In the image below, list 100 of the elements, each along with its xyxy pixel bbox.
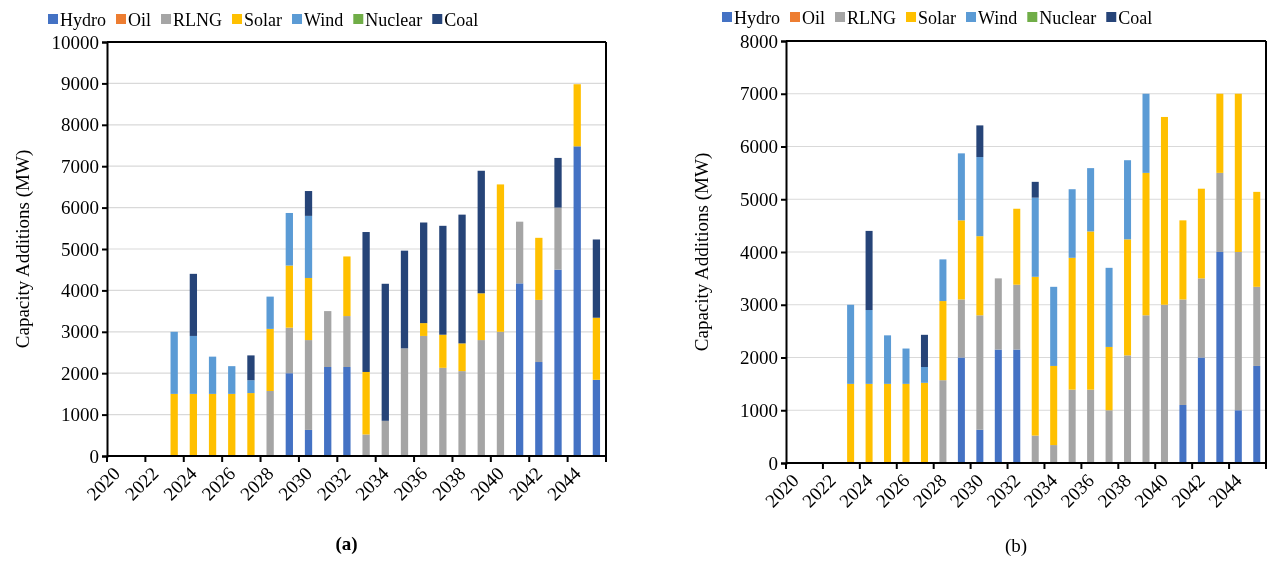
bar [994,278,1002,350]
bar [1031,276,1039,436]
bar [1179,220,1187,300]
y-tick-label: 0 [89,445,99,467]
legend-label: Nuclear [1039,8,1097,29]
bar [976,429,984,463]
bar [266,296,274,329]
bar [1050,445,1058,463]
legend-label: RLNG [847,8,897,29]
y-tick-label: 2000 [61,362,99,384]
bar [362,232,370,372]
bar [1142,172,1150,316]
bar [976,125,984,158]
y-tick-label: 7000 [740,83,778,105]
y-tick-label: 3000 [740,294,778,316]
bar [592,317,601,380]
bar [1142,315,1150,463]
bar [1013,208,1021,285]
y-axis-title: Capacity Additions (MW) [12,149,34,349]
y-tick-label: 6000 [61,197,99,219]
bar [515,221,524,284]
legend-label: RLNG [173,10,223,31]
bar [208,356,217,394]
bar [1179,299,1187,405]
bar [381,283,389,421]
bar [920,367,928,383]
bar [170,331,178,394]
bar [1234,93,1242,252]
bar [1050,365,1058,446]
bar [957,357,965,463]
bar [189,393,198,456]
bar [247,393,255,456]
bar [1216,93,1224,173]
legend-label: Oil [802,8,826,29]
bar [1216,252,1224,463]
bar [458,214,466,344]
bar [1105,346,1113,411]
bar [1087,168,1095,232]
bar [1253,286,1261,366]
bar [343,316,351,367]
y-tick-label: 8000 [61,114,99,136]
bar [458,343,466,372]
bar [420,323,428,336]
bar [285,212,293,266]
bar [1253,365,1261,463]
bar [939,259,947,302]
y-axis-title: Capacity Additions (MW) [691,152,713,352]
bar [362,434,370,456]
bar [1234,410,1242,463]
y-tick-label: 4000 [61,279,99,301]
bar [439,367,447,456]
bar [884,383,892,463]
legend-label: Hydro [734,8,780,29]
bar [1234,252,1242,411]
text: (a) [335,533,358,555]
bar [1124,160,1132,240]
bar [847,383,855,463]
bar [554,207,562,270]
bar [266,328,274,391]
bar [247,355,255,381]
bar [865,383,873,463]
y-tick-label: 5000 [740,188,778,210]
bar [1068,189,1076,258]
legend-label: Wind [978,8,1018,29]
bar [285,327,293,374]
bar [343,256,351,317]
bar [189,335,198,394]
bar [1050,286,1058,366]
y-tick-label: 3000 [61,321,99,343]
bar [535,299,543,363]
bar [1197,357,1205,463]
legend-label: Coal [1118,8,1153,29]
bar [957,153,965,221]
bar [1031,435,1039,463]
bar [939,301,947,381]
text: (b) [1004,535,1028,557]
legend-label: Coal [444,10,479,31]
bar [1142,93,1150,173]
bar [170,393,178,456]
bar [920,334,928,367]
bar [304,215,313,278]
bar [458,371,466,456]
bar [1068,389,1076,463]
bar [304,191,313,216]
y-tick-label: 5000 [61,238,99,260]
bar [496,331,505,456]
bar [362,371,370,435]
bar [420,335,428,456]
legend-label: Oil [128,10,152,31]
y-tick-label: 1000 [61,404,99,426]
bar [247,380,255,394]
bar [304,340,313,430]
bar [324,366,332,456]
bar [1105,267,1113,347]
bar [957,220,965,300]
bar [400,250,409,349]
bar [1124,355,1132,463]
bar [573,84,581,147]
bar [1105,410,1113,463]
bar [1013,284,1021,350]
